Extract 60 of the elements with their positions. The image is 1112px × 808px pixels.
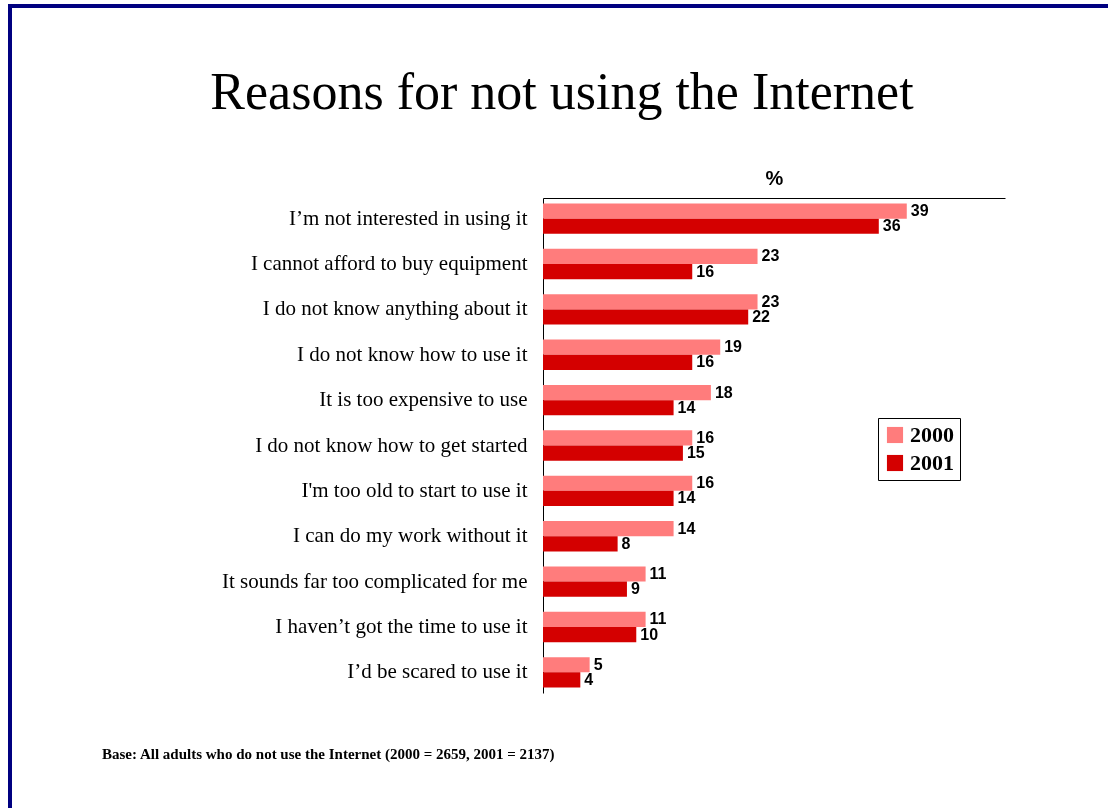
bar <box>543 354 693 370</box>
data-label: 9 <box>630 580 640 598</box>
data-label: 11 <box>649 565 667 583</box>
y-tick-label: I do not know how to get started <box>255 432 528 457</box>
bar <box>543 626 637 643</box>
data-label: 16 <box>696 428 715 446</box>
y-tick-label: It is too expensive to use <box>319 387 528 412</box>
data-label: 36 <box>882 217 901 235</box>
bar <box>543 400 674 416</box>
data-label: 14 <box>677 519 696 537</box>
data-label: 11 <box>649 610 667 628</box>
y-tick-label: I do not know anything about it <box>262 296 528 321</box>
data-label: 5 <box>593 655 603 673</box>
bar <box>543 490 674 507</box>
data-label: 23 <box>761 292 780 310</box>
bar <box>543 581 627 597</box>
bar <box>543 657 590 673</box>
bar <box>543 339 721 355</box>
x-axis-title: % <box>765 166 784 189</box>
bar <box>543 309 749 325</box>
bar <box>543 445 683 461</box>
data-label: 4 <box>584 670 594 688</box>
text: Base: All adults who do not use the Internet (2000 = 2659, 2001 = 2137) <box>102 746 555 763</box>
data-label: 8 <box>621 534 631 552</box>
y-tick-label: I cannot afford to buy equipment <box>250 251 528 276</box>
data-label: 14 <box>677 398 696 416</box>
bar <box>543 384 711 401</box>
data-label: 19 <box>724 338 743 356</box>
bar <box>543 203 907 219</box>
bar <box>543 264 693 280</box>
data-label: 18 <box>714 383 733 401</box>
bar <box>543 536 618 552</box>
data-label: 22 <box>752 307 771 325</box>
y-tick-label: I’d be scared to use it <box>347 659 528 684</box>
data-label: 14 <box>677 489 696 507</box>
data-label: 23 <box>761 247 780 265</box>
data-label: 16 <box>696 353 715 371</box>
data-label: 15 <box>686 444 705 462</box>
legend-label: 2000 <box>910 422 954 447</box>
y-tick-label: I haven’t got the time to use it <box>275 613 528 638</box>
data-label: 16 <box>696 262 715 280</box>
data-label: 10 <box>640 625 659 643</box>
y-tick-label: I do not know how to use it <box>297 341 528 366</box>
bar <box>543 248 758 265</box>
data-label: 16 <box>696 474 715 492</box>
chart-title: Reasons for not using the Internet <box>209 62 915 121</box>
bar <box>543 475 693 491</box>
y-tick-label: I’m not interested in using it <box>288 205 528 230</box>
bar <box>543 672 581 688</box>
y-tick-label: I can do my work without it <box>293 523 528 548</box>
y-tick-label: I'm too old to start to use it <box>301 477 528 502</box>
bar <box>543 218 879 234</box>
bar <box>543 430 693 446</box>
data-label: 39 <box>910 202 929 220</box>
bar <box>543 611 646 627</box>
bar <box>543 521 674 537</box>
y-tick-label: It sounds far too complicated for me <box>221 568 528 593</box>
bar <box>543 294 758 310</box>
bar <box>543 566 646 582</box>
legend-label: 2001 <box>910 450 954 475</box>
